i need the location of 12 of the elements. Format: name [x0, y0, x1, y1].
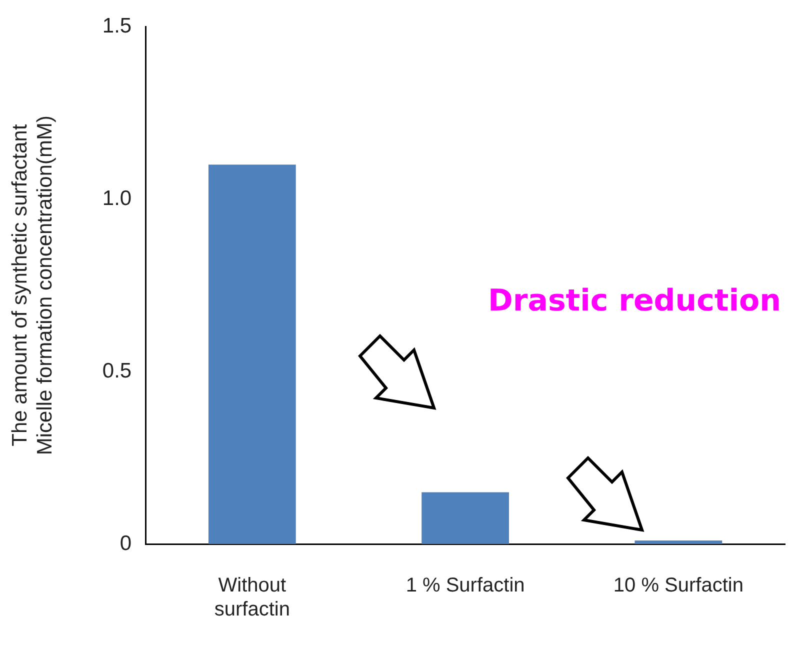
- y-tick-label: 0.5: [102, 359, 132, 382]
- x-tick-label: Without surfactin: [214, 574, 290, 621]
- x-tick-label: 1 % Surfactin: [406, 574, 525, 597]
- bar: [634, 540, 722, 544]
- y-tick-label: 1.0: [102, 186, 132, 210]
- bar: [208, 164, 296, 544]
- bar: [422, 492, 509, 544]
- annotation: Drastic reduction: [488, 283, 781, 318]
- x-tick-label: 10 % Surfactin: [613, 574, 744, 597]
- y-tick-label: 1.5: [102, 14, 132, 38]
- y-tick-label: 0: [120, 532, 132, 555]
- y-axis-title: The amount of synthetic surfactant Micelle formation concentration(mM): [8, 115, 57, 456]
